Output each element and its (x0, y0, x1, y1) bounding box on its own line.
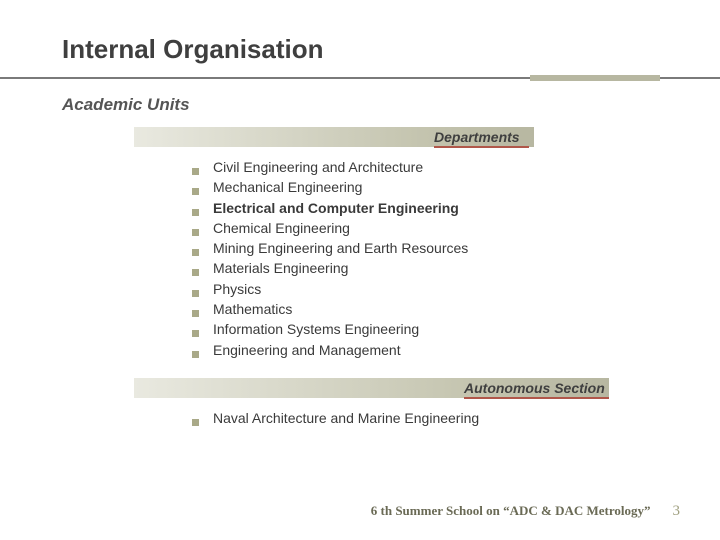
list-item-text: Mining Engineering and Earth Resources (213, 238, 672, 258)
square-bullet-icon (192, 229, 199, 236)
list-item: Information Systems Engineering (192, 319, 672, 339)
autonomous-list: Naval Architecture and Marine Engineerin… (192, 408, 672, 428)
square-bullet-icon (192, 310, 199, 317)
list-item-text: Physics (213, 279, 672, 299)
square-bullet-icon (192, 269, 199, 276)
square-bullet-icon (192, 330, 199, 337)
section-header-autonomous: Autonomous Section (134, 378, 672, 398)
section-header-departments: Departments (134, 127, 672, 147)
list-item: Mathematics (192, 299, 672, 319)
list-item-text: Chemical Engineering (213, 218, 672, 238)
square-bullet-icon (192, 209, 199, 216)
list-item: Civil Engineering and Architecture (192, 157, 672, 177)
footer-page-number: 3 (673, 503, 681, 520)
list-item: Electrical and Computer Engineering (192, 198, 672, 218)
list-item: Physics (192, 279, 672, 299)
square-bullet-icon (192, 419, 199, 426)
list-item-text: Mathematics (213, 299, 672, 319)
footer: 6 th Summer School on “ADC & DAC Metrolo… (371, 503, 680, 520)
list-item: Chemical Engineering (192, 218, 672, 238)
title-rule-accent (530, 75, 660, 81)
square-bullet-icon (192, 168, 199, 175)
square-bullet-icon (192, 249, 199, 256)
list-item: Naval Architecture and Marine Engineerin… (192, 408, 672, 428)
section-header-underline (434, 146, 529, 148)
subtitle: Academic Units (62, 95, 672, 115)
list-item-text: Electrical and Computer Engineering (213, 198, 672, 218)
list-item: Mining Engineering and Earth Resources (192, 238, 672, 258)
list-item-text: Engineering and Management (213, 340, 672, 360)
list-item-text: Information Systems Engineering (213, 319, 672, 339)
departments-list: Civil Engineering and ArchitectureMechan… (192, 157, 672, 360)
list-item: Materials Engineering (192, 258, 672, 278)
list-item-text: Naval Architecture and Marine Engineerin… (213, 408, 672, 428)
footer-school: 6 th Summer School on “ADC & DAC Metrolo… (371, 503, 651, 519)
list-item: Engineering and Management (192, 340, 672, 360)
square-bullet-icon (192, 188, 199, 195)
section-header-label: Autonomous Section (464, 378, 611, 398)
slide: Internal Organisation Academic Units Dep… (0, 0, 720, 540)
page-title: Internal Organisation (62, 34, 672, 65)
section-header-label: Departments (434, 127, 526, 147)
square-bullet-icon (192, 351, 199, 358)
list-item: Mechanical Engineering (192, 177, 672, 197)
list-item-text: Civil Engineering and Architecture (213, 157, 672, 177)
square-bullet-icon (192, 290, 199, 297)
section-header-underline (464, 397, 609, 399)
list-item-text: Mechanical Engineering (213, 177, 672, 197)
list-item-text: Materials Engineering (213, 258, 672, 278)
title-rule (62, 75, 672, 81)
